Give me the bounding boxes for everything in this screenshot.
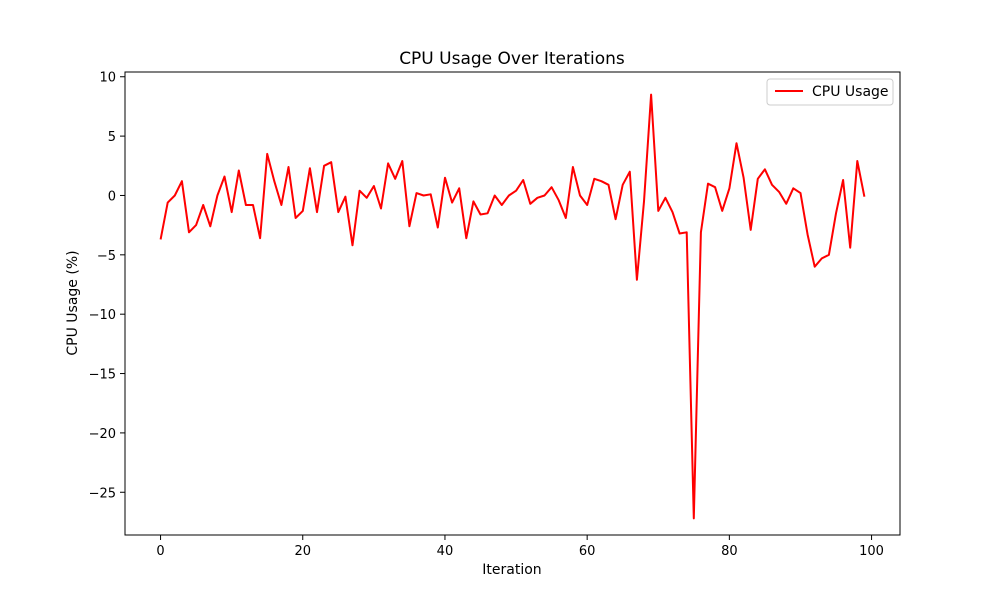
plot-area [159, 93, 866, 520]
legend-box [766, 78, 894, 106]
y-tick-label: 5 [108, 130, 116, 145]
x-tick-label: 20 [294, 544, 311, 559]
x-axis-label: Iteration [482, 562, 541, 578]
legend-label: CPU Usage [812, 84, 889, 100]
y-tick-label: −20 [89, 427, 116, 442]
chart-title: CPU Usage Over Iterations [399, 49, 625, 69]
series-line-cpu-usage [159, 93, 866, 520]
y-axis-label: CPU Usage (%) [65, 250, 81, 355]
x-tick-label: 60 [579, 544, 596, 559]
y-tick-label: 0 [108, 189, 116, 204]
y-tick-label: −15 [89, 368, 116, 383]
x-axis: 0 20 40 60 80 100 [156, 535, 884, 559]
y-axis: 10 5 0 −5 −10 −15 −20 −25 [89, 71, 125, 501]
y-tick-label: −5 [97, 249, 116, 264]
legend: CPU Usage [766, 78, 894, 106]
y-tick-label: −25 [89, 486, 116, 501]
x-tick-label: 0 [156, 544, 164, 559]
y-tick-label: 10 [99, 71, 116, 86]
y-tick-label: −10 [89, 308, 116, 323]
plot-frame [124, 71, 901, 536]
x-tick-label: 100 [859, 544, 884, 559]
x-tick-label: 40 [437, 544, 454, 559]
x-tick-label: 80 [721, 544, 738, 559]
